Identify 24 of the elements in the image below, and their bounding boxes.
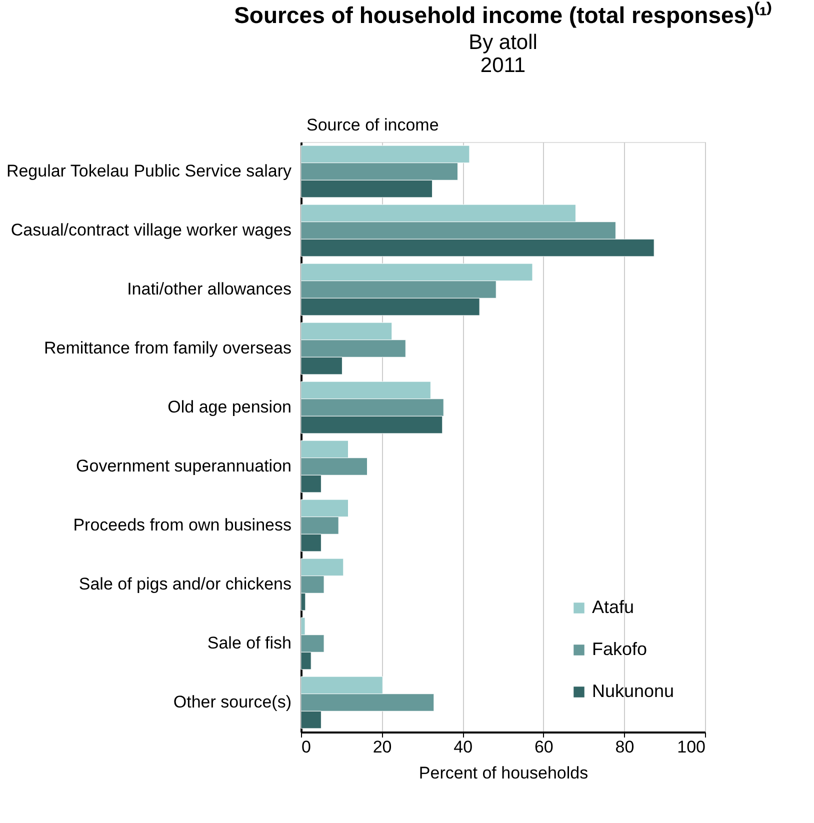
x-tick-label: 20 bbox=[372, 738, 392, 756]
y-tick-label: Sale of fish bbox=[207, 634, 292, 652]
x-tick-label: 100 bbox=[677, 738, 706, 756]
y-tick-label: Proceeds from own business bbox=[73, 516, 292, 534]
y-tick-label: Old age pension bbox=[168, 398, 292, 416]
legend-label: Nukunonu bbox=[592, 681, 674, 701]
legend-label: Fakofo bbox=[592, 639, 648, 659]
y-axis-title: Source of income bbox=[306, 116, 439, 134]
text: By atoll bbox=[468, 31, 538, 54]
chart-title: Sources of household income (total responses)⁽¹⁾ bbox=[234, 1, 772, 28]
x-tick-label: 40 bbox=[454, 738, 473, 756]
legend-label: Atafu bbox=[592, 597, 634, 617]
y-tick-label: Inati/other allowances bbox=[127, 280, 292, 298]
y-tick-label: Casual/contract village worker wages bbox=[10, 220, 292, 240]
y-tick-label: Government superannuation bbox=[76, 456, 292, 476]
y-tick-label: Sale of pigs and/or chickens bbox=[78, 574, 292, 594]
x-tick-label: 80 bbox=[615, 738, 634, 756]
x-tick-label: 60 bbox=[534, 738, 554, 756]
x-tick-label: 0 bbox=[302, 738, 311, 756]
text: 2011 bbox=[480, 54, 526, 77]
y-tick-label: Remittance from family overseas bbox=[44, 338, 292, 358]
y-tick-label: Regular Tokelau Public Service salary bbox=[6, 162, 292, 180]
y-tick-label: Other source(s) bbox=[173, 692, 292, 712]
x-axis-title: Percent of households bbox=[418, 764, 588, 782]
